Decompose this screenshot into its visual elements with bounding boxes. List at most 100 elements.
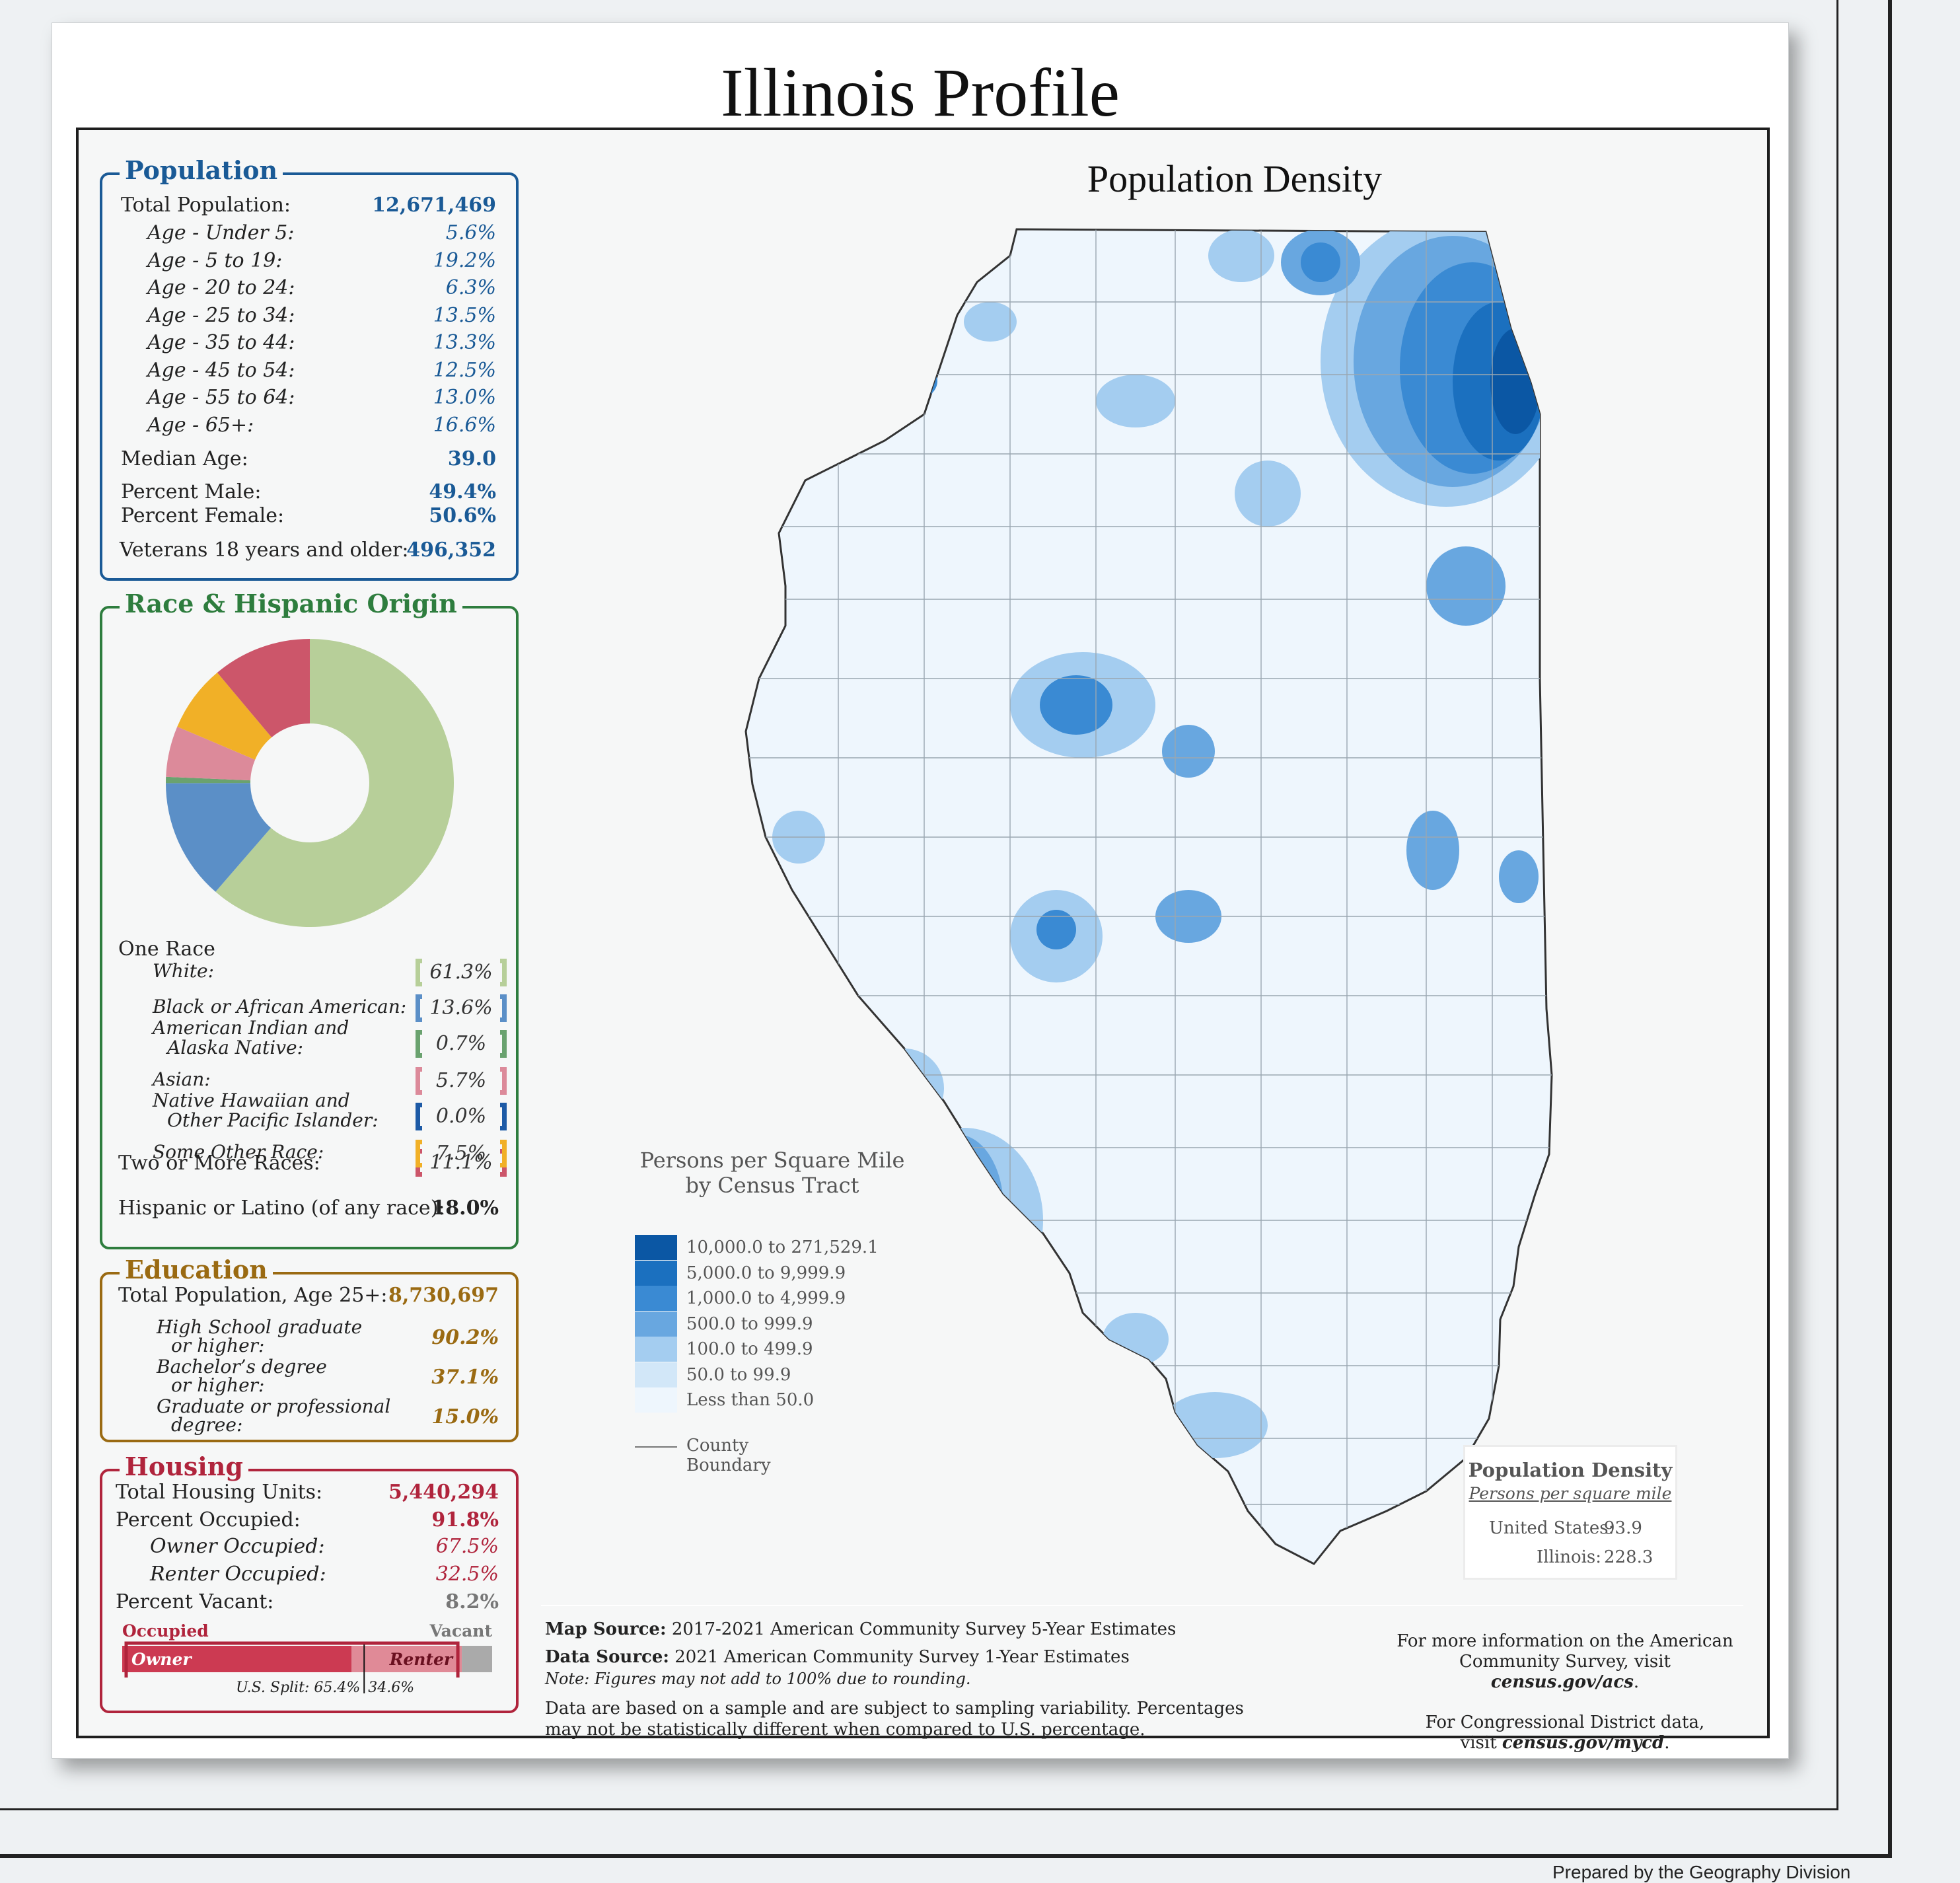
acs-link[interactable]: census.gov/acs [1490,1672,1634,1692]
percent-female-label: Percent Female: [121,504,285,527]
occupied-bracket [124,1641,460,1678]
housing-split-bar: Occupied Vacant Owner Renter U.S. Split: 65.… [122,1621,492,1696]
frame-bottom-rule-outer [0,1854,1892,1858]
data-source-text: 2021 American Community Survey 1-Year Es… [674,1647,1130,1667]
percent-male-value: 49.4% [429,480,496,503]
population-title: Population [120,155,283,185]
legend-swatch [635,1387,677,1413]
data-source-line: Data Source: 2021 American Community Sur… [545,1647,1130,1667]
density-inset: Population Density Persons per square mi… [1463,1445,1677,1580]
inset-title: Population Density [1468,1459,1673,1481]
frame-bottom-rule [0,1808,1838,1810]
cd-info-line2: visit census.gov/mycd. [1387,1733,1743,1754]
race-label-line1: Native Hawaiian and [153,1089,350,1111]
acs-info-line2: Community Survey, visit census.gov/acs. [1387,1652,1743,1693]
owner-bar-segment [122,1646,352,1672]
legend-label: 100.0 to 499.9 [686,1339,813,1359]
percent-male-label: Percent Male: [121,480,262,503]
education-value: 15.0% [431,1405,499,1428]
age-value: 19.2% [433,248,496,272]
acs-info-line2-text: Community Survey, visit [1459,1652,1671,1672]
renter-value: 32.5% [435,1563,499,1586]
donut-slice [217,639,310,738]
population-box: Population Total Population: 12,671,469 … [100,155,519,581]
data-source-label: Data Source: [545,1647,669,1667]
age-value: 13.0% [433,386,496,409]
vacant-value: 8.2% [445,1590,499,1613]
housing-title: Housing [120,1452,248,1481]
renter-bar-label: Renter [389,1650,454,1669]
education-value: 37.1% [431,1366,499,1389]
race-label: Black or African American: [153,997,406,1017]
donut-slice [166,726,256,781]
race-label-line1: American Indian and [153,1017,349,1039]
map-source-label: Map Source: [545,1619,667,1639]
disclaimer-line1: Data are based on a sample and are subje… [545,1699,1244,1718]
race-label: White: [153,961,214,981]
map-source-text: 2017-2021 American Community Survey 5-Ye… [671,1619,1177,1639]
mycd-link[interactable]: census.gov/mycd [1502,1733,1665,1753]
age-label: Age - 5 to 19: [147,248,283,272]
age-value: 13.3% [433,331,496,354]
donut-slice [166,776,251,784]
education-label: Bachelor’s degree or higher: [157,1358,327,1395]
county-boundary-swatch [635,1446,677,1448]
age-label: Age - 20 to 24: [147,276,295,299]
education-box: Education Total Population, Age 25+: 8,7… [100,1255,519,1442]
race-value: 5.7% [416,1067,507,1095]
owner-value: 67.5% [435,1535,499,1558]
race-label-line1: White: [153,960,215,982]
housing-total-value: 5,440,294 [388,1481,499,1504]
il-density-label: Illinois: [1537,1547,1602,1567]
inset-subtitle: Persons per square mile [1469,1484,1672,1503]
legend-title-line2: by Census Tract [685,1173,859,1198]
age-value: 12.5% [433,358,496,382]
education-label-line1: High School graduate [157,1316,363,1338]
legend-swatch [635,1362,677,1387]
occupied-value: 91.8% [431,1508,499,1532]
legend-label: Less than 50.0 [686,1390,815,1410]
education-label-line2: or higher: [171,1374,265,1396]
race-label-line1: Some Other Race: [153,1141,324,1163]
race-label-line1: Asian: [153,1068,211,1090]
education-label-line1: Graduate or professional [157,1395,391,1417]
legend-swatch [635,1260,677,1286]
cd-info-period: . [1664,1733,1670,1753]
age-label: Age - 65+: [147,413,254,437]
cd-info-line2-text: visit [1460,1733,1497,1753]
one-race-label: One Race [118,938,215,961]
donut-slice [215,639,454,927]
race-label-line2: Alaska Native: [167,1037,304,1058]
vacant-label: Percent Vacant: [116,1590,274,1613]
county-boundary-label: County Boundary [686,1436,771,1475]
frame-right-rule-outer [1836,0,1838,1810]
race-value: 61.3% [416,959,507,986]
race-value: 0.0% [416,1103,507,1130]
veterans-value: 496,352 [406,538,496,562]
acs-info: For more information on the American Com… [1387,1631,1743,1754]
hispanic-label: Hispanic or Latino (of any race): [118,1197,445,1220]
credit-text: Prepared by the Geography Division [1552,1862,1851,1882]
us-split-label: U.S. Split: 65.4% [236,1680,360,1696]
profile-panel: Population Total Population: 12,671,469 … [76,128,1770,1753]
legend-label: 1,000.0 to 4,999.9 [686,1288,846,1308]
housing-total-label: Total Housing Units: [116,1481,323,1504]
us-density-label: United States: [1489,1518,1615,1538]
age-label: Age - Under 5: [147,221,295,244]
median-age-label: Median Age: [121,447,248,470]
occupied-bar-label: Occupied [122,1621,209,1641]
education-label: Graduate or professional degree: [157,1397,390,1434]
legend-label: 5,000.0 to 9,999.9 [686,1263,846,1283]
race-donut-chart [166,639,454,927]
education-label-line2: or higher: [171,1335,265,1356]
legend-swatch [635,1286,677,1311]
age-value: 13.5% [433,303,496,327]
renter-bar-segment [351,1646,462,1672]
age-value: 5.6% [445,221,496,244]
owner-bar-label: Owner [131,1650,192,1669]
disclaimer-line2: may not be statistically different when … [545,1720,1145,1740]
total-population-value: 12,671,469 [372,194,496,217]
legend-label: 10,000.0 to 271,529.1 [686,1237,879,1257]
donut-slice [166,783,272,892]
occupied-label: Percent Occupied: [116,1508,301,1532]
